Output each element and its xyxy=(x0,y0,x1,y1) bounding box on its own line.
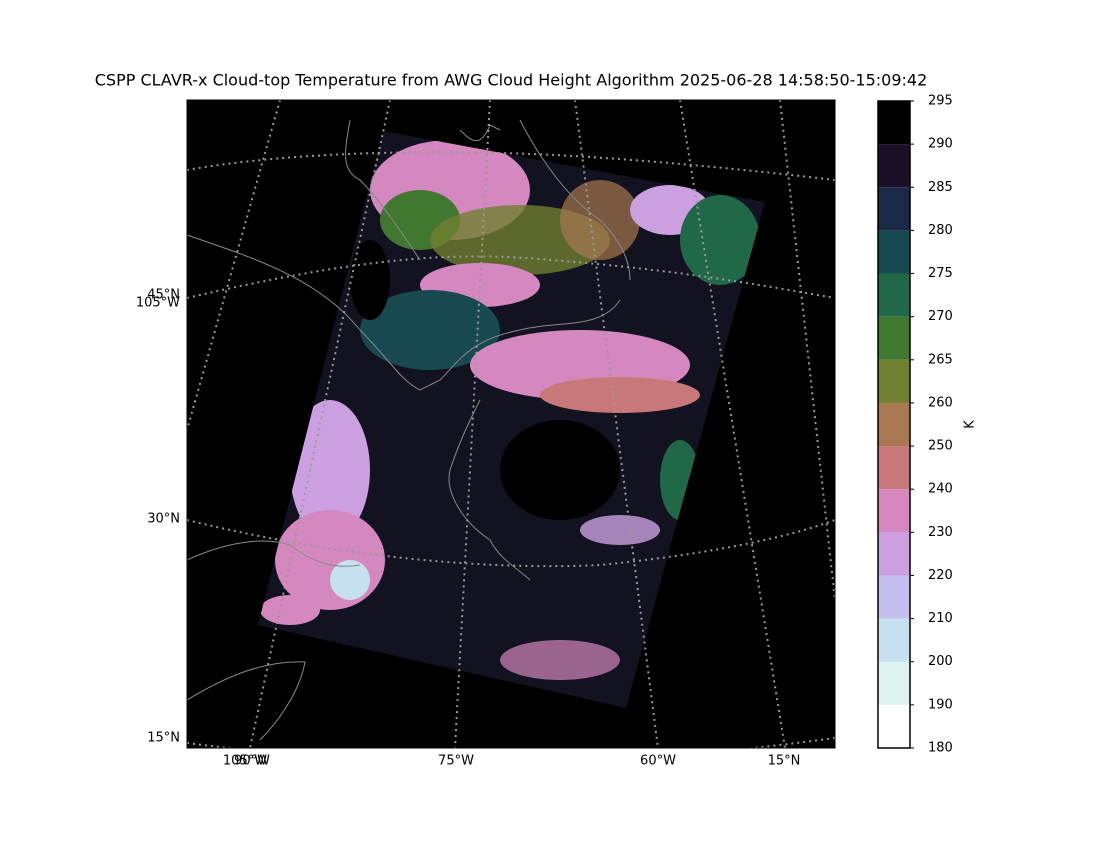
clouds xyxy=(260,140,760,680)
colorbar-segment xyxy=(878,446,910,490)
coastlines xyxy=(187,119,631,741)
colorbar-tick-label: 190 xyxy=(928,697,953,712)
colorbar-tick-label: 260 xyxy=(928,395,953,410)
lon-label: 75°W xyxy=(438,754,474,769)
colorbar-segment xyxy=(878,532,910,576)
colorbar-tick-label: 290 xyxy=(928,137,953,152)
colorbar-tick-label: 210 xyxy=(928,611,953,626)
colorbar-segment xyxy=(878,316,910,360)
colorbar-segment xyxy=(878,101,910,145)
title: CSPP CLAVR-x Cloud-top Temperature from … xyxy=(95,71,928,90)
lat-label: 105°W xyxy=(136,296,180,311)
colorbar-segment xyxy=(878,402,910,447)
colorbar-segment xyxy=(878,359,910,403)
graticule xyxy=(187,100,835,748)
lat-label: 15°N xyxy=(147,731,180,746)
colorbar-tick-label: 240 xyxy=(928,482,953,497)
lon-label: 90°W xyxy=(234,754,270,769)
colorbar-tick-label: 230 xyxy=(928,525,953,540)
lon-label: 60°W xyxy=(640,754,676,769)
colorbar-tick-label: 200 xyxy=(928,654,953,669)
colorbar-tick-label: 295 xyxy=(928,94,953,109)
colorbar-segment xyxy=(878,618,910,662)
map-frame xyxy=(186,99,836,749)
imagery xyxy=(187,100,835,748)
colorbar-segment xyxy=(878,230,910,274)
colorbar: 180 190 200 210 220 230 240 250 260 265 270 275 280 2… xyxy=(877,94,978,756)
lon-label: 15°N xyxy=(768,754,801,769)
colorbar-segment xyxy=(878,489,910,533)
colorbar-tick-label: 280 xyxy=(928,223,953,238)
lat-label: 45°N xyxy=(147,288,180,303)
colorbar-tick-label: 250 xyxy=(928,439,953,454)
map xyxy=(186,99,836,749)
colorbar-frame xyxy=(877,100,911,749)
lat-label: 30°N xyxy=(147,512,180,527)
colorbar-label: K xyxy=(963,420,978,429)
colorbar-segment xyxy=(878,661,910,705)
colorbar-segment xyxy=(878,144,910,188)
colorbar-tick-label: 270 xyxy=(928,309,953,324)
colorbar-segment xyxy=(878,575,910,619)
colorbar-tick-label: 265 xyxy=(928,352,953,367)
colorbar-segment xyxy=(878,704,910,748)
colorbar-tick-label: 180 xyxy=(928,741,953,756)
colorbar-tick-label: 285 xyxy=(928,180,953,195)
colorbar-tick-label: 220 xyxy=(928,568,953,583)
colorbar-segment xyxy=(878,273,910,317)
colorbar-segment xyxy=(878,187,910,231)
colorbar-tick-label: 275 xyxy=(928,266,953,281)
lon-label: 105°W xyxy=(223,754,267,769)
